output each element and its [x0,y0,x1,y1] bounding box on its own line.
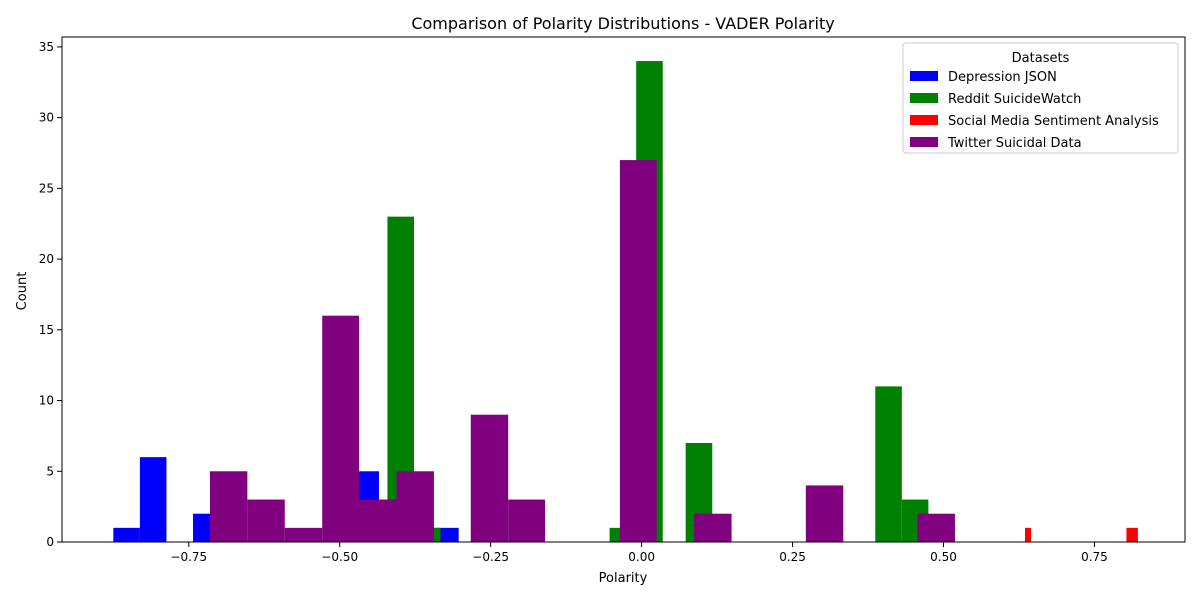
bar-social-media-sentiment-analysis-0 [1025,527,1032,542]
y-tick-label: 10 [39,394,54,408]
chart-title: Comparison of Polarity Distributions - V… [411,14,834,33]
y-tick-label: 35 [39,40,54,54]
legend-entry-label: Depression JSON [948,70,1057,85]
bar-twitter-suicidal-data-3 [322,315,360,542]
bar-twitter-suicidal-data-4 [359,499,397,542]
axes-layer: −0.75 −0.50 −0.25 0.00 0.25 0.50 0.75 0 5 10 15 20 2… [39,36,1186,564]
legend-box [902,42,1179,154]
bar-twitter-suicidal-data-8 [619,160,657,542]
legend-entry-label: Twitter Suicidal Data [947,136,1082,151]
x-tick-label: 0.75 [1081,550,1108,564]
legend-swatch [910,71,938,81]
x-tick-label: 0.25 [779,550,806,564]
legend-title: Datasets [1012,51,1070,66]
x-tick-label: 0.00 [628,550,655,564]
x-tick-label: −0.25 [472,550,509,564]
legend: Datasets Depression JSON Reddit SuicideWat… [902,42,1179,154]
y-tick-label: 5 [46,464,54,478]
legend-entry-label: Social Media Sentiment Analysis [948,114,1159,129]
legend-swatch [910,137,938,147]
x-tick-label: −0.50 [321,550,358,564]
bar-depression-json-0 [113,527,140,542]
y-tick-label: 30 [39,111,54,125]
bars-layer [113,61,1138,543]
y-axis-label: Count [15,272,30,311]
y-tick-label: 25 [39,181,54,195]
x-axis-label: Polarity [599,571,648,586]
bar-reddit-suicidewatch-5 [875,386,902,542]
x-tick-label: −0.75 [170,550,207,564]
y-tick-label: 20 [39,252,54,266]
bar-twitter-suicidal-data-10 [805,485,844,542]
y-tick-label: 15 [39,323,54,337]
bar-twitter-suicidal-data-5 [396,471,434,542]
x-tick-label: 0.50 [930,550,957,564]
legend-swatch [910,93,938,103]
bar-twitter-suicidal-data-9 [694,513,732,542]
bar-depression-json-1 [139,457,167,542]
bar-twitter-suicidal-data-1 [247,499,285,542]
bar-twitter-suicidal-data-7 [508,499,546,542]
legend-entry-label: Reddit SuicideWatch [948,92,1081,107]
bar-social-media-sentiment-analysis-1 [1126,527,1138,542]
bar-twitter-suicidal-data-2 [284,527,323,542]
bar-twitter-suicidal-data-11 [917,513,955,542]
bar-twitter-suicidal-data-6 [470,414,509,542]
bar-twitter-suicidal-data-0 [209,471,248,542]
y-tick-label: 0 [46,535,54,549]
plot-frame [61,36,1186,543]
legend-swatch [910,115,938,125]
